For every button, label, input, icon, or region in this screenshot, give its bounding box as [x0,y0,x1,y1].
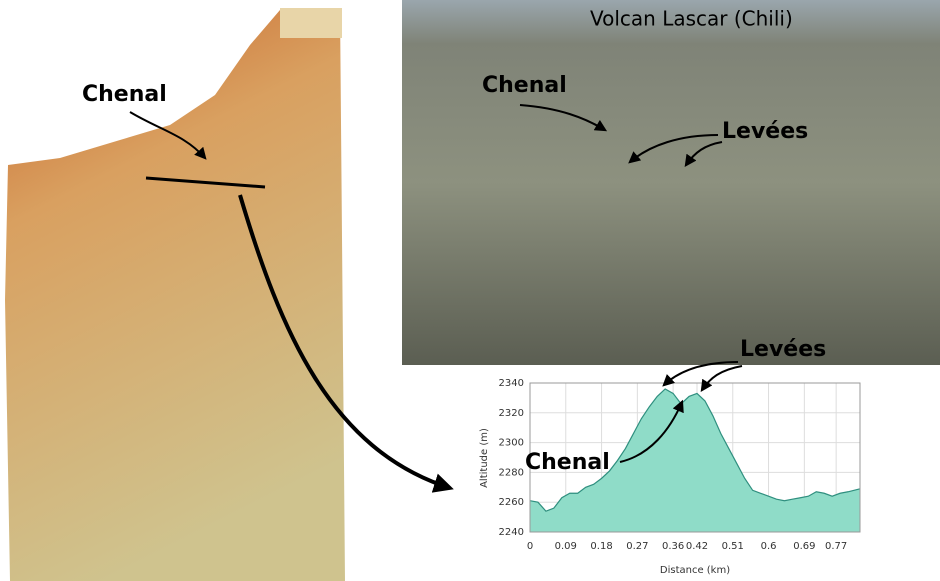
y-axis-label: Altitude (m) [479,428,490,488]
y-tick-label: 2260 [499,497,524,508]
chart-arrow [700,365,743,392]
x-tick-label: 0.42 [686,541,708,552]
chart-levee-label: Levées [740,337,826,362]
photo-levee-label: Levées [722,119,808,144]
y-tick-label: 2240 [499,527,524,538]
photo-channel-label: Chenal [482,73,567,98]
x-tick-label: 0.36 [662,541,684,552]
x-tick-label: 0.09 [555,541,577,552]
y-tick-label: 2340 [499,378,524,389]
y-tick-label: 2280 [499,467,524,478]
chart-arrow [619,399,684,463]
chart-channel-label: Chenal [525,450,610,475]
area-line [529,388,861,512]
photo-arrow [519,104,608,132]
x-tick-label: 0.27 [626,541,648,552]
link-arrow [238,194,454,493]
map-arrow [129,111,207,160]
photo-arrow [684,141,723,167]
photo-arrow [628,134,719,164]
x-tick-label: 0.77 [825,541,847,552]
chart-arrow [662,361,739,387]
y-tick-label: 2300 [499,438,524,449]
x-tick-label: 0.51 [722,541,744,552]
map-label: Chenal [82,82,167,107]
x-tick-label: 0.69 [793,541,815,552]
profile-line [145,176,266,189]
x-tick-label: 0 [527,541,533,552]
plot-frame [529,382,861,533]
area [530,388,860,532]
photo [402,0,940,365]
chart: 2240 2260 2280 2300 2320 2340 0 0.09 0.18 0.27 0.3… [499,378,861,552]
map-corner [280,8,342,38]
photo-title: Volcan Lascar (Chili) [590,7,793,31]
x-axis-label: Distance (km) [660,565,730,576]
x-tick-label: 0.18 [590,541,612,552]
y-tick-label: 2320 [499,408,524,419]
x-tick-label: 0.6 [761,541,777,552]
relief-map [5,8,345,581]
